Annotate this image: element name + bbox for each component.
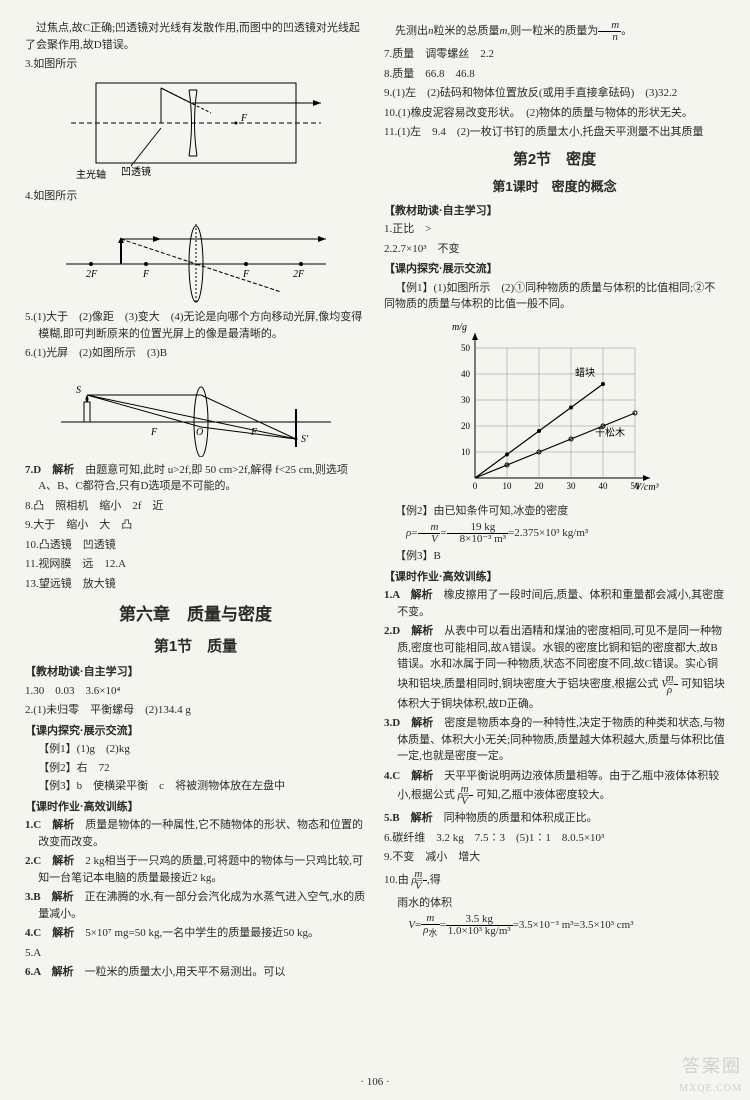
r11: 11.(1)左 9.4 (2)一枚订书钉的质量太小,托盘天平测量不出其质量 — [384, 124, 725, 141]
svg-text:20: 20 — [534, 481, 544, 491]
e2: 【例2】由已知条件可知,冰壶的密度 — [384, 503, 725, 520]
f5: 5.B 解析 同种物质的质量和体积成正比。 — [384, 810, 725, 827]
item-11: 11.视网膜 远 12.A — [25, 556, 366, 573]
b3: 【例3】b 使横梁平衡 c 将被测物体放在左盘中 — [25, 778, 366, 795]
chapter-title: 第六章 质量与密度 — [25, 602, 366, 628]
f10b: V=mρ水=3.5 kg1.0×10³ kg/m³=3.5×10⁻³ m³=3.… — [384, 913, 725, 938]
page-container: 过焦点,故C正确;凹透镜对光线有发散作用,而图中的凹透镜对光线起了会聚作用,故D… — [25, 20, 725, 984]
e3: 【例3】B — [384, 548, 725, 565]
r-top: 先测出n粒米的总质量m,则一粒米的质量为mn。 — [384, 20, 725, 43]
sub-2a-title: 第1课时 密度的概念 — [384, 177, 725, 197]
svg-text:2F: 2F — [86, 269, 98, 280]
svg-text:50: 50 — [461, 343, 471, 353]
ylabel: m/g — [452, 322, 467, 333]
svg-text:凹透镜: 凹透镜 — [121, 165, 151, 178]
b2: 【例2】右 72 — [25, 760, 366, 777]
r7: 7.质量 调零螺丝 2.2 — [384, 46, 725, 63]
f9: 9.不变 减小 增大 — [384, 849, 725, 866]
watermark-text: 答案圈 — [682, 1053, 742, 1080]
diagram-lens-ray: 2F F F 2F — [61, 209, 331, 304]
svg-text:20: 20 — [461, 421, 471, 431]
e1: 【例1】(1)如图所示 (2)①同种物质的质量与体积的比值相同;②不同物质的质量… — [384, 280, 725, 313]
c1: 1.C 解析 质量是物体的一种属性,它不随物体的形状、物态和位置的改变而改变。 — [25, 817, 366, 850]
e2eq: ρ=mV=19 kg8×10⁻³ m³=2.375×10³ kg/m³ — [384, 522, 725, 545]
a1: 1.30 0.03 3.6×10⁴ — [25, 683, 366, 700]
r8: 8.质量 66.8 46.8 — [384, 66, 725, 83]
svg-text:S′: S′ — [301, 434, 309, 445]
a2: 2.(1)未归零 平衡螺母 (2)134.4 g — [25, 702, 366, 719]
f3: 3.D 解析 密度是物质本身的一种特性,决定于物质的种类和状态,与物体质量、体积… — [384, 715, 725, 765]
r10: 10.(1)橡皮泥容易改变形状。 (2)物体的质量与物体的形状无关。 — [384, 105, 725, 122]
svg-text:F: F — [242, 269, 250, 280]
label-explore: 【课内探究·展示交流】 — [25, 723, 366, 740]
svg-text:F: F — [250, 427, 258, 438]
label-explore2: 【课内探究·展示交流】 — [384, 261, 725, 278]
text: 过焦点,故C正确;凹透镜对光线有发散作用,而图中的凹透镜对光线起了会聚作用,故D… — [25, 20, 366, 53]
density-chart: m/g V/cm³ 01020 304050 102030 — [440, 318, 670, 498]
svg-text:10: 10 — [461, 447, 471, 457]
f10: 10.由 ρ=mV,得 — [384, 869, 725, 892]
svg-text:F: F — [142, 269, 150, 280]
item-5: 5.(1)大于 (2)像距 (3)变大 (4)无论是向哪个方向移动光屏,像均变得… — [25, 309, 366, 342]
svg-text:主光轴: 主光轴 — [76, 168, 106, 181]
f6: 6.碳纤维 3.2 kg 7.5∶3 (5)1∶1 8.0.5×10³ — [384, 830, 725, 847]
svg-text:干松木: 干松木 — [595, 426, 625, 439]
diagram-concave-lens-box: F 凹透镜 . 主光轴 — [66, 78, 326, 183]
c5: 5.A — [25, 945, 366, 962]
diagram-image-formation: S S′ F O F — [56, 367, 336, 457]
d2: 2.2.7×10³ 不变 — [384, 241, 725, 258]
f4: 4.C 解析 天平平衡说明两边液体质量相等。由于乙瓶中液体体积较小,根据公式 ρ… — [384, 768, 725, 808]
item-9: 9.大于 缩小 大 凸 — [25, 517, 366, 534]
r9: 9.(1)左 (2)砝码和物体位置放反(或用手直接拿砝码) (3)32.2 — [384, 85, 725, 102]
item-3: 3.如图所示 — [25, 56, 366, 73]
c6: 6.A 解析 一粒米的质量太小,用天平不易测出。可以 — [25, 964, 366, 981]
item-10: 10.凸透镜 凹透镜 — [25, 537, 366, 554]
right-column: 先测出n粒米的总质量m,则一粒米的质量为mn。 7.质量 调零螺丝 2.2 8.… — [384, 20, 725, 984]
svg-text:40: 40 — [598, 481, 608, 491]
d1: 1.正比 > — [384, 221, 725, 238]
svg-text:F: F — [240, 113, 248, 124]
svg-text:40: 40 — [461, 369, 471, 379]
b1: 【例1】(1)g (2)kg — [25, 741, 366, 758]
label-reading2: 【教材助读·自主学习】 — [384, 203, 725, 220]
svg-text:50: 50 — [630, 481, 640, 491]
c4: 4.C 解析 5×10⁷ mg=50 kg,一名中学生的质量最接近50 kg。 — [25, 925, 366, 942]
svg-text:30: 30 — [461, 395, 471, 405]
page-number: · 106 · — [0, 1074, 750, 1091]
svg-text:30: 30 — [566, 481, 576, 491]
f2: 2.D 解析 从表中可以看出酒精和煤油的密度相同,可见不是同一种物质,密度也可能… — [384, 623, 725, 712]
svg-text:蜡块: 蜡块 — [575, 367, 595, 379]
c3: 3.B 解析 正在沸腾的水,有一部分会汽化成为水蒸气进入空气,水的质量减小。 — [25, 889, 366, 922]
watermark-url: MXQE.COM — [679, 1081, 742, 1096]
item-13: 13.望远镜 放大镜 — [25, 576, 366, 593]
label-reading: 【教材助读·自主学习】 — [25, 664, 366, 681]
f1: 1.A 解析 橡皮擦用了一段时间后,质量、体积和重量都会减小,其密度不变。 — [384, 587, 725, 620]
svg-text:10: 10 — [502, 481, 512, 491]
svg-text:F: F — [150, 427, 158, 438]
left-column: 过焦点,故C正确;凹透镜对光线有发散作用,而图中的凹透镜对光线起了会聚作用,故D… — [25, 20, 366, 984]
label-homework2: 【课时作业·高效训练】 — [384, 569, 725, 586]
section-1-title: 第1节 质量 — [25, 636, 366, 659]
svg-text:O: O — [196, 427, 203, 438]
svg-text:2F: 2F — [293, 269, 305, 280]
section-2-title: 第2节 密度 — [384, 149, 725, 172]
item-8: 8.凸 照相机 缩小 2f 近 — [25, 498, 366, 515]
item-6: 6.(1)光屏 (2)如图所示 (3)B — [25, 345, 366, 362]
item-7: 7.D 解析 由题意可知,此时 u>2f,即 50 cm>2f,解得 f<25 … — [25, 462, 366, 495]
item-4: 4.如图所示 — [25, 188, 366, 205]
c2: 2.C 解析 2 kg相当于一只鸡的质量,可将题中的物体与一只鸡比较,可知一台笔… — [25, 853, 366, 886]
f10a: 雨水的体积 — [384, 895, 725, 912]
label-homework: 【课时作业·高效训练】 — [25, 799, 366, 816]
svg-text:S: S — [76, 385, 81, 396]
svg-text:0: 0 — [472, 481, 477, 491]
